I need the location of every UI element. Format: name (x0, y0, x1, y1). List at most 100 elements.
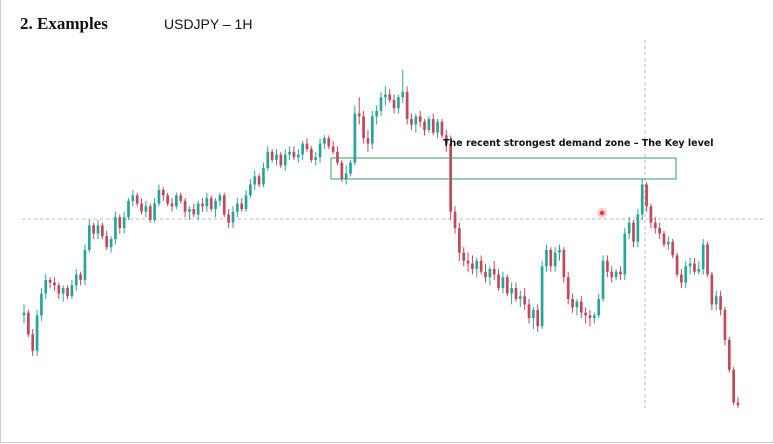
candle-body (340, 162, 344, 180)
candle-body (218, 195, 222, 201)
candle-body (558, 249, 561, 253)
candle-body (166, 195, 170, 204)
candle-body (636, 214, 640, 242)
candle-body (96, 225, 100, 234)
candle-body (592, 315, 596, 319)
candle-body (471, 263, 474, 269)
candle-body (688, 263, 692, 267)
candle-body (74, 274, 78, 286)
candle-body (510, 288, 513, 294)
candle-body (697, 268, 701, 272)
candle-body (710, 274, 714, 305)
candle-body (545, 249, 548, 267)
candle-body (170, 203, 174, 207)
candle-body (66, 288, 69, 297)
candle-body (588, 315, 592, 319)
candle-body (283, 154, 287, 166)
candle-body (253, 176, 257, 185)
candle-body (418, 116, 422, 122)
candle-body (497, 274, 500, 289)
candle-body (601, 260, 605, 299)
candle-body (662, 233, 666, 245)
candle-body (488, 268, 492, 278)
candle-body (719, 296, 722, 310)
candle-body (44, 279, 48, 294)
candle-body (645, 184, 648, 207)
candle-body (440, 121, 444, 136)
candle-body (540, 266, 544, 327)
candle-body (48, 279, 52, 283)
candle-body (305, 143, 309, 150)
candle-body (249, 184, 252, 196)
candle-body (584, 312, 587, 316)
candle-body (179, 195, 183, 201)
candle-body (105, 236, 109, 248)
candle-body (392, 99, 396, 109)
candles-group (22, 70, 740, 408)
candle-body (188, 209, 191, 212)
candle-body (397, 97, 400, 109)
candle-body (231, 211, 235, 223)
candle-body (484, 271, 487, 278)
candle-body (27, 312, 30, 335)
candle-body (31, 334, 35, 351)
candle-body (87, 225, 91, 250)
candle-body (714, 296, 718, 305)
candle-body (314, 157, 318, 160)
candle-body (357, 113, 361, 117)
candle-body (140, 203, 143, 212)
candle-body (475, 260, 479, 269)
candle-body (606, 260, 609, 272)
candle-body (571, 298, 574, 308)
candle-body (61, 288, 65, 294)
candle-body (344, 173, 348, 180)
candle-body (614, 271, 618, 278)
candle-body (235, 203, 239, 212)
candle-body (427, 119, 431, 130)
symbol-label: USDJPY – 1H (164, 16, 253, 32)
candle-body (327, 138, 331, 147)
candle-body (479, 260, 483, 272)
candle-body (680, 274, 683, 283)
candle-body (101, 225, 104, 237)
candle-body (35, 315, 39, 351)
candle-body (693, 263, 696, 272)
candle-body (53, 282, 56, 286)
candle-body (623, 233, 627, 275)
candle-body (444, 135, 448, 144)
marker-dot (599, 210, 605, 216)
candle-body (292, 151, 296, 158)
candle-body (118, 217, 122, 229)
price-marker (597, 208, 607, 218)
candle-body (331, 146, 335, 152)
candle-body (379, 97, 383, 111)
candle-body (122, 217, 126, 229)
candle-body (627, 222, 631, 234)
candle-body (296, 154, 300, 158)
candle-body (736, 402, 740, 406)
candle-body (449, 143, 453, 212)
candle-body (431, 119, 435, 133)
candle-body (83, 249, 87, 280)
candle-body (183, 200, 187, 212)
candle-body (723, 309, 727, 340)
candle-body (549, 249, 553, 267)
candle-body (653, 222, 657, 229)
candle-body (301, 143, 304, 155)
candle-body (244, 195, 248, 210)
candle-body (675, 255, 679, 275)
candle-body (144, 206, 148, 212)
candle-body (266, 151, 270, 169)
candle-body (436, 121, 439, 133)
candle-body (318, 143, 322, 158)
demand-zone-label: The recent strongest demand zone – The K… (443, 138, 714, 149)
candle-body (127, 200, 130, 218)
candle-body (353, 113, 357, 163)
candle-body (453, 211, 457, 229)
candle-body (275, 154, 278, 160)
candle-body (523, 296, 527, 305)
candle-body (514, 288, 518, 299)
candle-body (632, 222, 635, 242)
candle-body (22, 312, 26, 316)
